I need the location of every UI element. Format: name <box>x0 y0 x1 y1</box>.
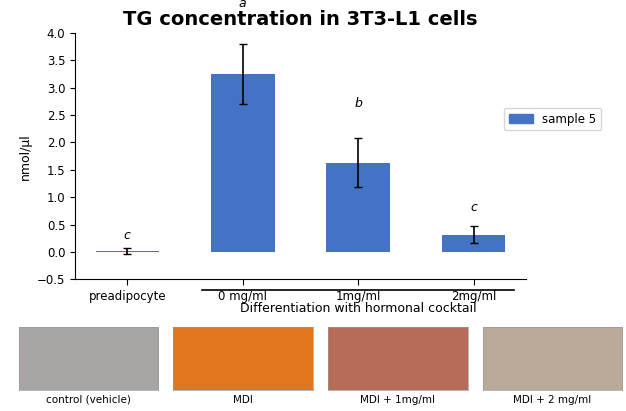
Text: c: c <box>470 201 477 214</box>
Bar <box>326 163 390 252</box>
Text: MDI: MDI <box>233 395 253 404</box>
Bar <box>96 251 159 252</box>
Y-axis label: nmol/μl: nmol/μl <box>19 133 31 180</box>
Bar <box>442 235 505 252</box>
Text: Differentiation with hormonal cocktail: Differentiation with hormonal cocktail <box>240 302 476 315</box>
Text: c: c <box>124 229 131 242</box>
Text: MDI + 1mg/ml: MDI + 1mg/ml <box>361 395 435 404</box>
Text: a: a <box>239 0 247 10</box>
Text: b: b <box>354 97 362 110</box>
Text: control (vehicle): control (vehicle) <box>46 395 131 404</box>
Title: TG concentration in 3T3-L1 cells: TG concentration in 3T3-L1 cells <box>123 9 478 28</box>
Text: MDI + 2 mg/ml: MDI + 2 mg/ml <box>513 395 592 404</box>
Legend: sample 5: sample 5 <box>505 108 601 130</box>
Bar <box>211 74 275 252</box>
